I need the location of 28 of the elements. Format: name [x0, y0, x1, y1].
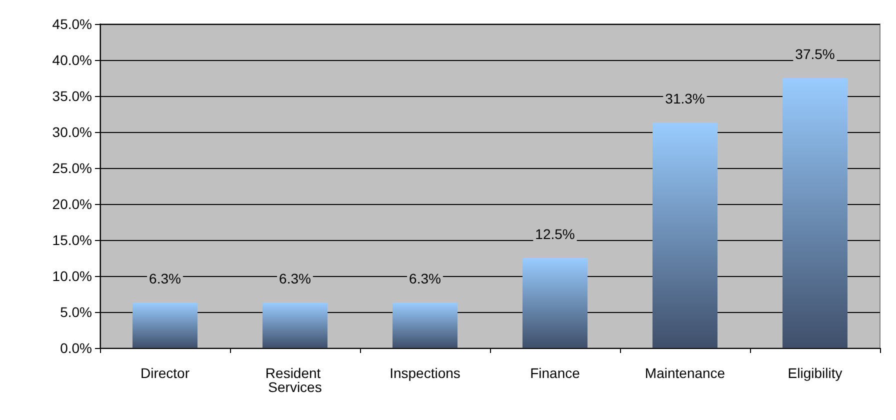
data-label: 6.3% — [149, 270, 181, 287]
bar — [522, 258, 588, 348]
data-label: 37.5% — [795, 46, 835, 62]
x-tick-label: Resident Services — [265, 365, 325, 395]
y-tick-label: 25.0% — [52, 160, 92, 176]
bar — [782, 78, 848, 348]
y-tick-label: 0.0% — [60, 340, 92, 356]
y-tick-label: 20.0% — [52, 196, 92, 212]
bar — [652, 122, 718, 348]
bar — [262, 302, 328, 348]
y-tick-label: 15.0% — [52, 232, 92, 248]
x-tick-label: Finance — [530, 365, 580, 381]
bar — [132, 302, 198, 348]
data-label: 6.3% — [279, 270, 311, 287]
y-tick-label: 45.0% — [52, 16, 92, 32]
data-label: 6.3% — [409, 270, 441, 287]
data-label: 12.5% — [535, 226, 575, 242]
y-tick-label: 40.0% — [52, 52, 92, 68]
y-tick-label: 5.0% — [60, 304, 92, 320]
y-tick-label: 35.0% — [52, 88, 92, 104]
y-tick-label: 10.0% — [52, 268, 92, 284]
x-tick-label: Maintenance — [644, 365, 726, 381]
x-tick-label: Director — [140, 365, 190, 381]
data-label: 31.3% — [665, 90, 705, 107]
x-tick-label: Inspections — [390, 365, 460, 381]
y-tick-label: 30.0% — [52, 124, 92, 140]
bar — [392, 302, 458, 348]
x-tick-label: Eligibility — [788, 365, 842, 381]
